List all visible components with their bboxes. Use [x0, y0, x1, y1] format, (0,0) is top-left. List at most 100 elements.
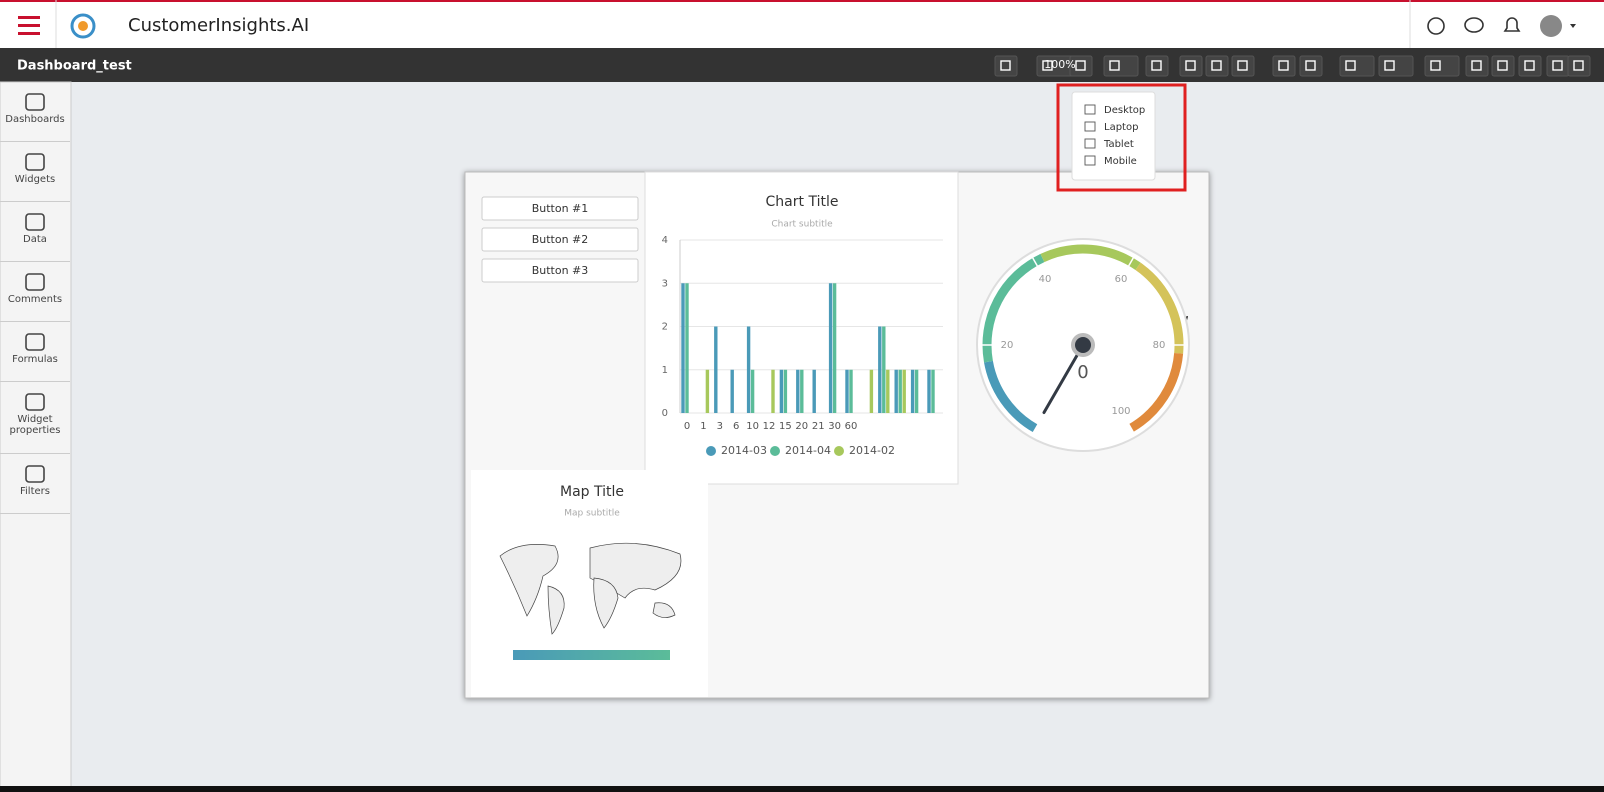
sidebar-icon — [25, 93, 45, 111]
bar — [771, 369, 775, 413]
bell-icon[interactable] — [1503, 17, 1521, 32]
toolbar-button[interactable] — [1231, 55, 1255, 77]
bar — [685, 283, 689, 413]
sidebar-item[interactable]: Dashboards — [0, 82, 70, 142]
gauge-tick-label: 20 — [1001, 340, 1014, 351]
bar — [800, 369, 804, 413]
gauge-band — [984, 360, 1038, 433]
toolbar-button[interactable] — [1465, 55, 1489, 77]
sidebar-icon — [25, 213, 45, 231]
dashboard-button[interactable] — [481, 227, 639, 252]
button-label: Button #2 — [532, 233, 589, 246]
dashboard-button[interactable] — [481, 258, 639, 283]
gauge-band — [982, 253, 1045, 363]
gauge-band — [1040, 244, 1141, 271]
gauge-tick-label: 60 — [1115, 274, 1128, 285]
sidebar-item[interactable]: Comments — [0, 262, 70, 322]
caret — [1570, 24, 1576, 28]
sidebar-icon — [25, 465, 45, 483]
gauge-hub-inner — [1075, 337, 1091, 353]
bar — [869, 369, 874, 413]
help-icon[interactable] — [1427, 17, 1445, 35]
toolbar-button[interactable] — [1145, 55, 1169, 77]
x-tick-label: 21 — [812, 421, 825, 432]
menu-button[interactable] — [18, 16, 40, 35]
gauge-tick-label: 80 — [1153, 340, 1166, 351]
sidebar-item[interactable]: Formulas — [0, 322, 70, 382]
zoom-level[interactable]: 100% — [1044, 58, 1075, 71]
device-option[interactable]: Laptop — [1104, 122, 1138, 133]
gauge-value: 0 — [1077, 362, 1088, 383]
bar — [886, 369, 890, 413]
dashboard-button[interactable] — [481, 196, 639, 221]
toolbar-icon — [1345, 60, 1356, 71]
toolbar — [0, 48, 1604, 82]
header — [0, 0, 1604, 48]
toolbar-button[interactable] — [1179, 55, 1203, 77]
bar — [927, 369, 931, 413]
toolbar-button[interactable] — [1518, 55, 1542, 77]
sidebar-item[interactable]: Data — [0, 202, 70, 262]
toolbar-button[interactable] — [1546, 55, 1570, 77]
sidebar-label: Formulas — [12, 354, 58, 365]
avatar[interactable] — [1540, 15, 1562, 37]
device-option[interactable]: Mobile — [1104, 156, 1137, 167]
sidebar-icon — [25, 333, 45, 351]
map-title: Map Title — [560, 484, 624, 500]
y-tick-label: 0 — [662, 408, 668, 419]
toolbar-icon — [1552, 60, 1563, 71]
header-accent — [0, 0, 1604, 2]
bar — [746, 326, 751, 413]
map-subtitle: Map subtitle — [564, 509, 620, 519]
bar — [730, 369, 734, 413]
bar — [783, 369, 788, 413]
legend-label: 2014-04 — [785, 444, 831, 457]
toolbar-icon — [1185, 60, 1196, 71]
logo-core — [78, 21, 88, 31]
chat-icon[interactable] — [1464, 17, 1484, 33]
toolbar-icon — [1237, 60, 1248, 71]
toolbar-icon — [1109, 60, 1120, 71]
toolbar-button[interactable] — [994, 55, 1018, 77]
device-option[interactable]: Desktop — [1104, 105, 1145, 116]
gauge-tick — [1127, 423, 1135, 433]
x-tick-label: 1 — [700, 421, 706, 432]
toolbar-button[interactable] — [1378, 55, 1414, 77]
sidebar-item[interactable]: Widgets — [0, 142, 70, 202]
toolbar-button[interactable] — [1424, 55, 1460, 77]
x-tick-label: 6 — [733, 421, 739, 432]
sidebar-item[interactable]: Filters — [0, 454, 70, 514]
sidebar-icon — [25, 273, 45, 291]
x-tick-label: 30 — [828, 421, 841, 432]
bottom-bar — [0, 786, 1604, 792]
bar — [750, 369, 755, 413]
sidebar-label: Widget properties — [9, 414, 61, 436]
toolbar-icon — [1384, 60, 1395, 71]
toolbar-button[interactable] — [1272, 55, 1296, 77]
toolbar-button[interactable] — [1491, 55, 1515, 77]
toolbar-button[interactable] — [1339, 55, 1375, 77]
toolbar-icon — [1305, 60, 1316, 71]
toolbar-icon — [1042, 60, 1053, 71]
x-tick-label: 60 — [845, 421, 858, 432]
toolbar-button[interactable] — [1567, 55, 1591, 77]
sidebar-menu: Dashboards Widgets Data Comments Formulas Wid… — [0, 82, 70, 514]
sidebar-label: Filters — [20, 486, 50, 497]
toolbar-button[interactable] — [1299, 55, 1323, 77]
gauge-needle — [1042, 343, 1085, 415]
legend-swatch — [834, 446, 844, 456]
gauge-tick — [1127, 257, 1135, 267]
bar — [931, 369, 935, 413]
sidebar-item[interactable]: Widget properties — [0, 382, 70, 454]
toolbar-button[interactable] — [1103, 55, 1139, 77]
toolbar-button[interactable] — [1205, 55, 1229, 77]
gauge-tick-label: 100 — [1111, 406, 1130, 417]
bar — [828, 283, 833, 413]
device-option[interactable]: Tablet — [1103, 139, 1134, 150]
chart-title: Chart Title — [766, 194, 839, 210]
bar — [898, 369, 902, 413]
bar — [796, 369, 800, 413]
app-name: CustomerInsights.AI — [128, 15, 309, 36]
bar — [845, 369, 849, 413]
